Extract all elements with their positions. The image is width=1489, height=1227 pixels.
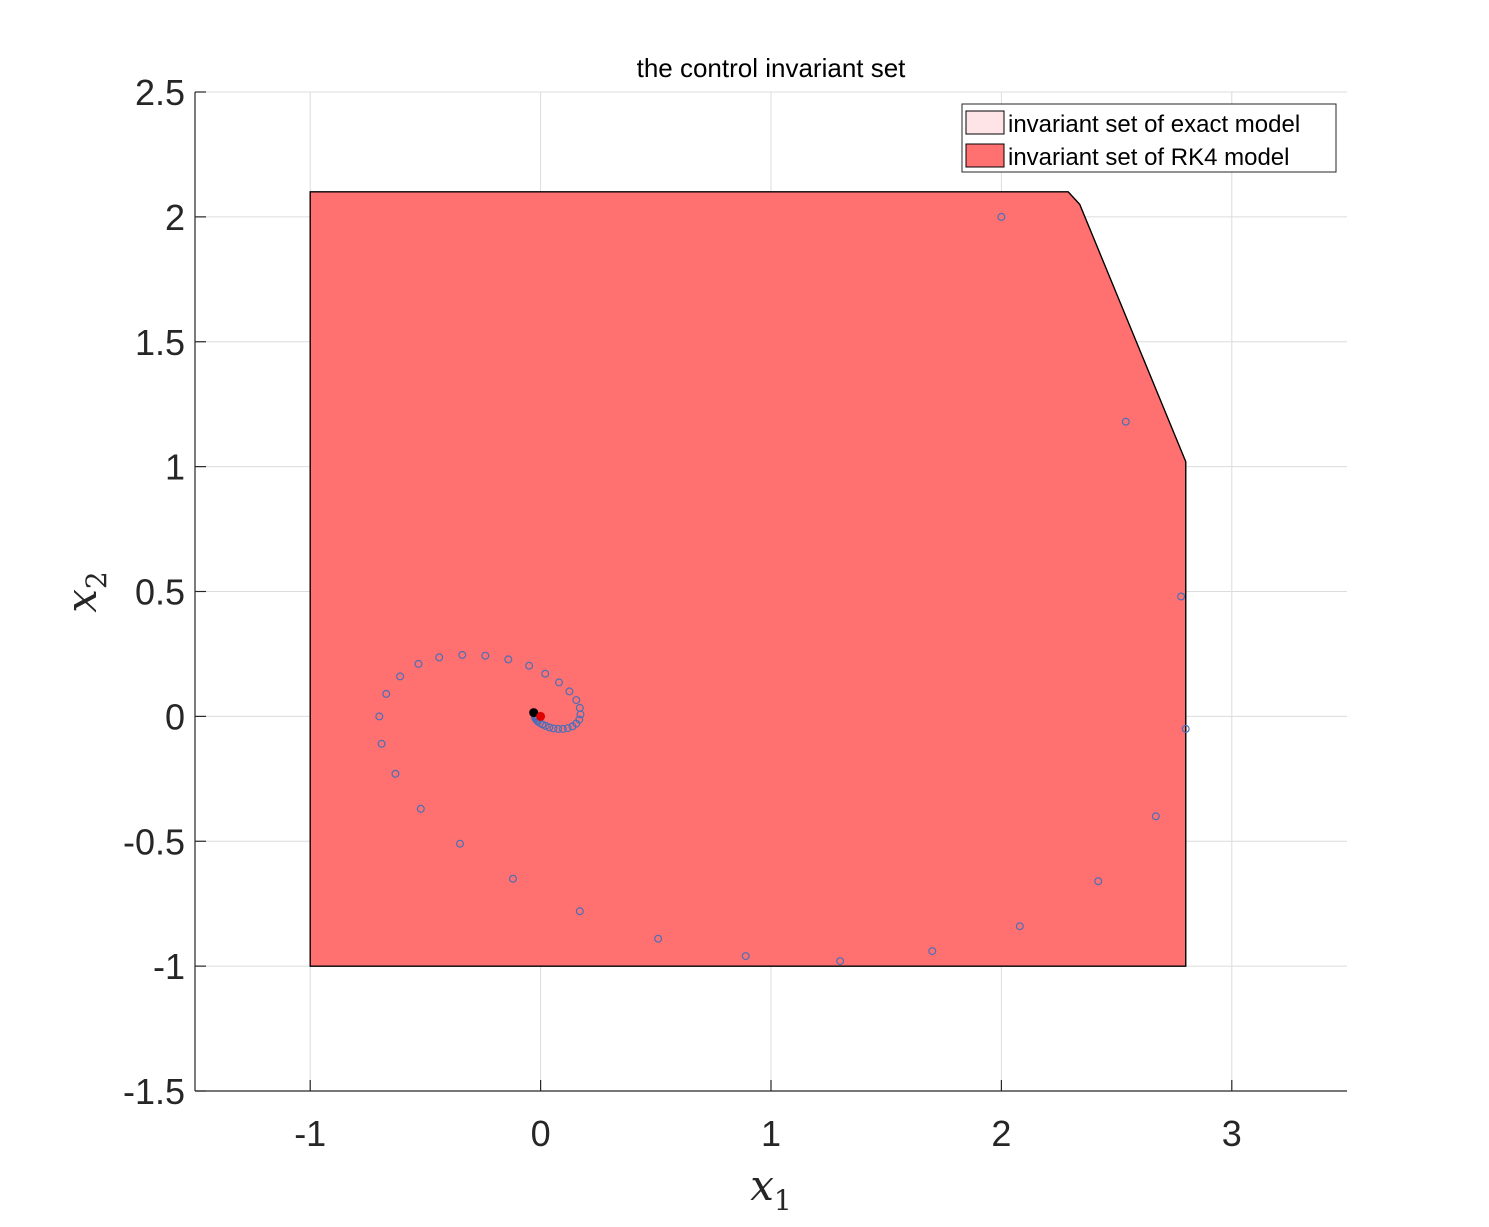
legend-box bbox=[961, 103, 1337, 173]
trajectory-point bbox=[554, 724, 563, 733]
trajectory-points bbox=[375, 212, 1190, 966]
y-tick-label: 2 bbox=[165, 197, 185, 238]
trajectory-point bbox=[568, 722, 577, 731]
tick-labels: -1 0 1 2 3 -1.5 -1 -0.5 0 0.5 1 1.5 2 2.5 bbox=[123, 72, 1242, 1154]
trajectory-point bbox=[525, 661, 534, 670]
x-tick-label: 2 bbox=[991, 1113, 1011, 1154]
chart-title: the control invariant set bbox=[637, 53, 907, 83]
trajectory-point bbox=[576, 710, 585, 719]
x-axis-label: x1 bbox=[750, 1161, 792, 1217]
origin-point-red bbox=[536, 711, 546, 721]
y-tick-label: 1.5 bbox=[135, 322, 185, 363]
y-tick-label: 2.5 bbox=[135, 72, 185, 113]
trajectory-point bbox=[558, 724, 567, 733]
legend: invariant set of exact model invariant s… bbox=[961, 103, 1337, 173]
trajectory-point bbox=[391, 769, 400, 778]
trajectory-point bbox=[554, 678, 563, 687]
trajectory-point bbox=[575, 907, 584, 916]
trajectory-point bbox=[563, 724, 572, 733]
region-1 bbox=[309, 191, 1187, 967]
trajectory-point bbox=[375, 712, 384, 721]
y-tick-label: 1 bbox=[165, 447, 185, 488]
trajectory-point bbox=[458, 650, 467, 659]
y-tick-label: -1 bbox=[153, 946, 185, 987]
x-tick-label: 0 bbox=[531, 1113, 551, 1154]
trajectory-point bbox=[549, 724, 558, 733]
trajectory-point bbox=[509, 874, 518, 883]
y-axis-label: x2 bbox=[57, 571, 113, 613]
trajectory-point bbox=[1177, 592, 1186, 601]
legend-label-rk4: invariant set of RK4 model bbox=[1008, 144, 1289, 171]
invariant-regions bbox=[309, 191, 1187, 967]
trajectory-point bbox=[572, 696, 581, 705]
trajectory-point bbox=[416, 804, 425, 813]
trajectory-point bbox=[997, 212, 1006, 221]
trajectory-point bbox=[1151, 812, 1160, 821]
y-tick-label: 0.5 bbox=[135, 572, 185, 613]
trajectory-point bbox=[1015, 922, 1024, 931]
trajectory-point bbox=[1094, 877, 1103, 886]
trajectory-point bbox=[565, 687, 574, 696]
trajectory-point bbox=[481, 651, 490, 660]
trajectory-point bbox=[435, 653, 444, 662]
y-tick-label: -0.5 bbox=[123, 821, 185, 862]
start-point-black bbox=[529, 708, 539, 718]
y-tick-label: -1.5 bbox=[123, 1071, 185, 1112]
trajectory-point bbox=[456, 839, 465, 848]
trajectory-point bbox=[741, 952, 750, 961]
trajectory-point bbox=[377, 739, 386, 748]
trajectory-point bbox=[382, 689, 391, 698]
trajectory-point bbox=[1121, 417, 1130, 426]
trajectory-point bbox=[1181, 724, 1190, 733]
x-tick-label: 1 bbox=[761, 1113, 781, 1154]
x-tick-label: -1 bbox=[294, 1113, 326, 1154]
x-tick-label: 3 bbox=[1222, 1113, 1242, 1154]
legend-swatch-rk4 bbox=[965, 143, 1005, 168]
y-tick-label: 0 bbox=[165, 696, 185, 737]
axes bbox=[194, 91, 1347, 1092]
trajectory-point bbox=[836, 957, 845, 966]
legend-swatch-exact bbox=[965, 110, 1005, 135]
trajectory-point bbox=[396, 672, 405, 681]
legend-label-exact: invariant set of exact model bbox=[1008, 111, 1300, 138]
trajectory-point bbox=[654, 934, 663, 943]
trajectory-point bbox=[928, 947, 937, 956]
trajectory-point bbox=[541, 669, 550, 678]
trajectory-point bbox=[545, 723, 554, 732]
trajectory-point bbox=[414, 659, 423, 668]
trajectory-point bbox=[504, 655, 513, 664]
